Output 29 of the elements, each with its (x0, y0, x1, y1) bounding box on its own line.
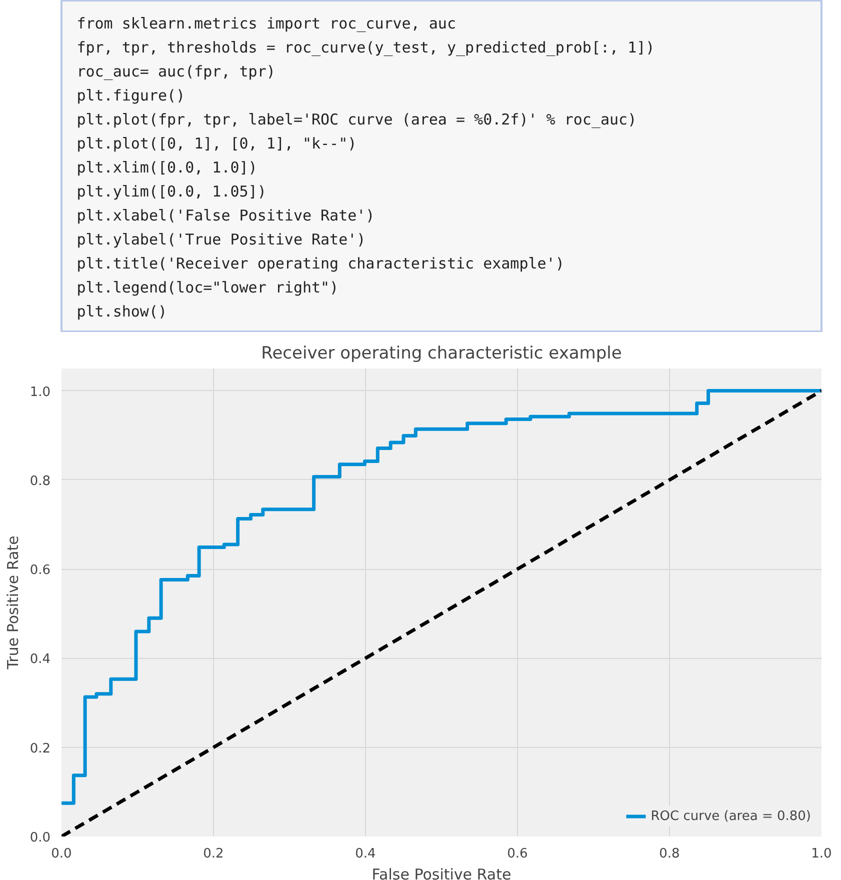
text: from sklearn.metrics import roc_curve, auc (76, 14, 456, 32)
y-tick-label: 1.0 (30, 384, 51, 400)
y-axis-title: True Positive Rate (4, 536, 22, 670)
x-tick-label: 1.0 (811, 846, 832, 862)
chart-title: Receiver operating characteristic example (261, 344, 622, 364)
x-tick-label: 0.0 (51, 846, 72, 862)
text: roc_auc= auc(fpr, tpr) (76, 62, 276, 80)
legend-label: ROC curve (area = 0.80) (650, 808, 811, 824)
text: plt.ylim([0.0, 1.05]) (76, 182, 266, 200)
text: plt.plot(fpr, tpr, label='ROC curve (area = %0.2f)' % roc_auc) (76, 110, 637, 128)
text: plt.xlim([0.0, 1.0]) (76, 158, 258, 176)
text: plt.plot([0, 1], [0, 1], "k--") (76, 134, 357, 152)
y-tick-label: 0.2 (30, 741, 51, 756)
text: fpr, tpr, thresholds = roc_curve(y_test, y_predicted_prob[:, 1]) (76, 38, 655, 56)
y-tick-label: 0.0 (30, 830, 51, 846)
text: plt.ylabel('True Positive Rate') (76, 230, 366, 248)
text: plt.title('Receiver operating characteristic example') (76, 254, 564, 272)
y-tick-label: 0.6 (30, 563, 51, 578)
x-tick-label: 0.6 (507, 846, 528, 862)
text: plt.legend(loc="lower right") (76, 278, 339, 296)
x-tick-label: 0.8 (659, 846, 680, 862)
y-tick-label: 0.4 (30, 652, 51, 668)
text: plt.show() (76, 302, 168, 320)
x-tick-label: 0.4 (355, 846, 376, 862)
x-tick-label: 0.2 (203, 846, 224, 862)
x-axis-title: False Positive Rate (372, 866, 512, 880)
text: plt.xlabel('False Positive Rate') (76, 206, 375, 224)
y-tick-label: 0.8 (30, 474, 51, 489)
text: plt.figure() (76, 86, 186, 104)
